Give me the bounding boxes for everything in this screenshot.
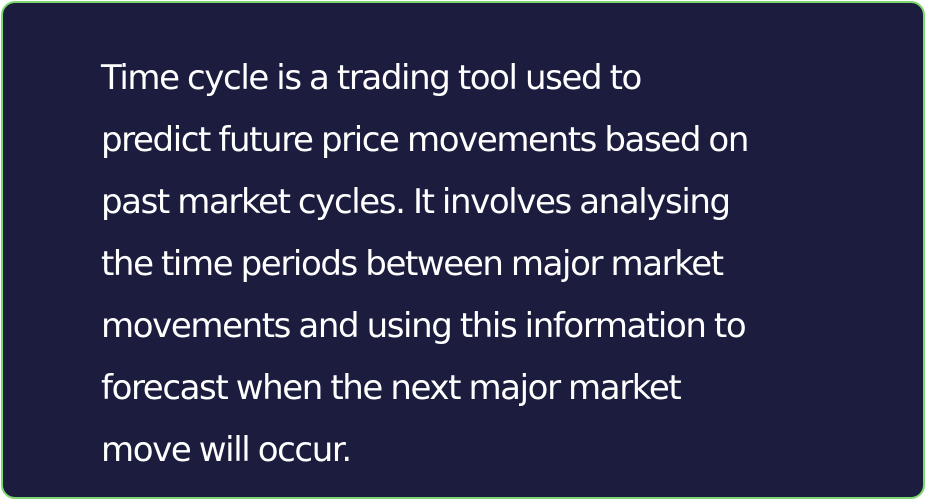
definition-line: forecast when the next major market — [101, 368, 682, 408]
definition-line: predict future price movements based on — [101, 120, 749, 160]
definition-line: the time periods between major market — [101, 244, 724, 284]
definition-line: movements and using this information to — [101, 306, 747, 346]
definition-text: Time cycle is a trading tool used to pre… — [101, 47, 831, 481]
definition-line: move will occur. — [101, 430, 352, 470]
definition-line: past market cycles. It involves analysin… — [101, 182, 731, 222]
definition-line: Time cycle is a trading tool used to — [101, 58, 642, 98]
